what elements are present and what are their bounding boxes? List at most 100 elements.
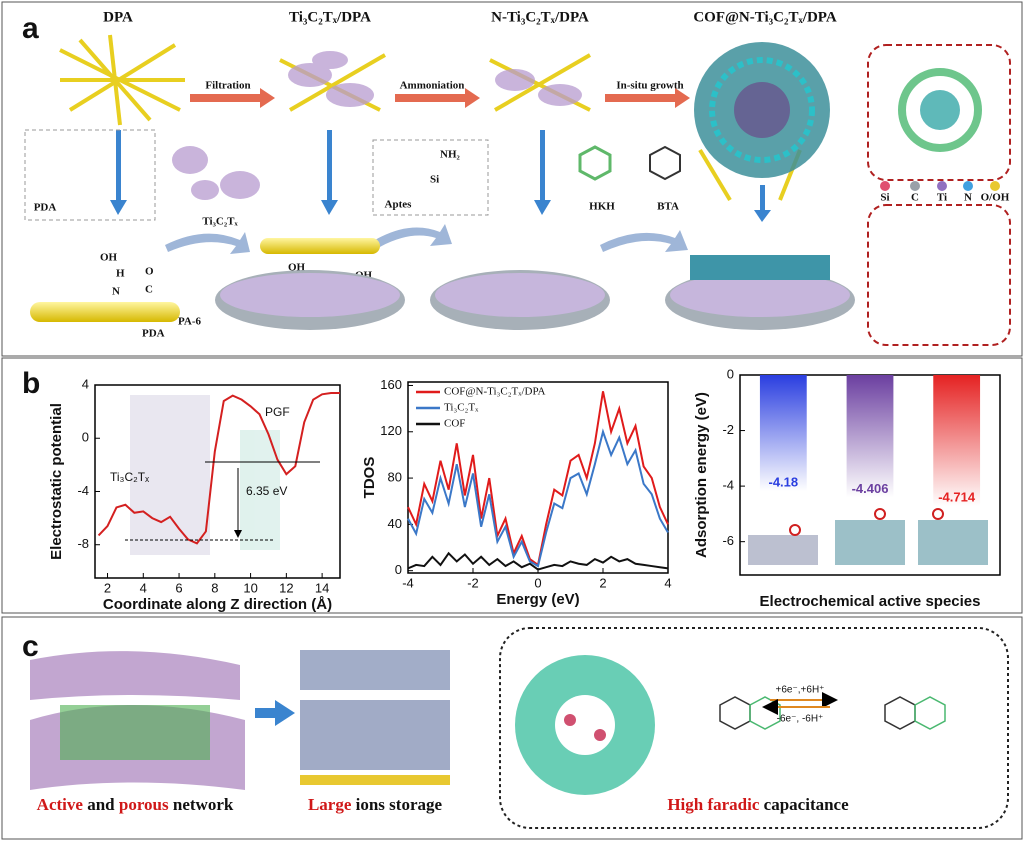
reaction-label: +6e⁻,+6H⁺ bbox=[776, 685, 825, 696]
molecule bbox=[719, 696, 946, 730]
element-legend bbox=[880, 181, 1000, 191]
value-label: -4.406 bbox=[852, 481, 889, 496]
bond-label: O bbox=[145, 266, 154, 278]
stage-title: N-Ti₃C₂Tₓ/DPA bbox=[491, 9, 589, 25]
annotation: Ti₃C₂Tₓ bbox=[110, 470, 149, 484]
caption: Large ions storage bbox=[308, 795, 443, 814]
x-axis-label: Energy (eV) bbox=[496, 591, 579, 608]
inset-box bbox=[24, 129, 156, 221]
y-tick-label: -8 bbox=[77, 536, 89, 551]
legend-label: COF bbox=[444, 418, 465, 430]
element-label: Si bbox=[880, 192, 889, 204]
bond-label: OH bbox=[100, 252, 118, 264]
component-label: Ti₃C₂Tₓ bbox=[202, 216, 238, 228]
element-label: Ti bbox=[937, 192, 947, 204]
series-line bbox=[97, 391, 340, 545]
panel-a: a DPA Ti₃C₂Tₓ/DPA N-Ti₃C₂Tₓ/DPA COF@N-Ti… bbox=[1, 1, 1023, 357]
cof-pore bbox=[515, 655, 655, 795]
y-tick-label: -4 bbox=[722, 478, 734, 493]
y-tick-label: 80 bbox=[388, 470, 402, 485]
arrow bbox=[255, 700, 295, 726]
layered-stack bbox=[300, 650, 450, 785]
down-arrow bbox=[110, 130, 771, 222]
flow-arrow bbox=[165, 224, 688, 254]
stage-title: Ti₃C₂Tₓ/DPA bbox=[289, 9, 371, 25]
cof-structure bbox=[898, 68, 982, 152]
panel-b: b bbox=[1, 357, 1023, 614]
y-tick-label: 0 bbox=[727, 366, 734, 381]
annotation: PGF bbox=[265, 405, 290, 419]
molecule bbox=[578, 145, 681, 181]
y-tick-label: 160 bbox=[380, 377, 402, 392]
bond-label: C bbox=[145, 284, 153, 296]
x-tick-label: 8 bbox=[211, 580, 218, 595]
step-label: Ammoniation bbox=[400, 80, 465, 92]
x-tick-label: 12 bbox=[279, 580, 293, 595]
y-tick-label: -2 bbox=[722, 422, 734, 437]
y-axis-label: Electrostatic potential bbox=[48, 403, 65, 560]
bond-label: PA-6 bbox=[178, 316, 202, 328]
y-axis-label: TDOS bbox=[361, 457, 378, 499]
x-tick-label: 0 bbox=[534, 575, 541, 590]
y-tick-label: -6 bbox=[722, 533, 734, 548]
y-tick-label: 0 bbox=[82, 430, 89, 445]
x-tick-label: 10 bbox=[243, 580, 257, 595]
panel-label: a bbox=[22, 12, 39, 45]
fiber bbox=[30, 302, 180, 322]
bond-label: PDA bbox=[142, 328, 165, 340]
zoom-box bbox=[867, 204, 1011, 346]
stage-title: COF@N-Ti₃C₂Tₓ/DPA bbox=[693, 9, 837, 25]
legend-label: Ti₃C₂Tₓ bbox=[444, 402, 479, 414]
x-tick-label: 4 bbox=[664, 575, 671, 590]
series-line bbox=[407, 551, 669, 571]
zoom-box bbox=[867, 44, 1011, 181]
bar bbox=[846, 375, 894, 498]
y-tick-label: 40 bbox=[388, 516, 402, 531]
x-tick-label: 4 bbox=[140, 580, 147, 595]
caption: Active and porous network bbox=[37, 795, 234, 814]
adsorption-inset bbox=[748, 508, 988, 565]
bond-label: NH₂ bbox=[440, 149, 461, 161]
bond-label: Si bbox=[430, 174, 439, 186]
legend-label: COF@N-Ti₃C₂Tₓ/DPA bbox=[444, 386, 546, 398]
panel-frame bbox=[1, 357, 1023, 614]
panel-label: b bbox=[22, 367, 40, 400]
slab-inset bbox=[130, 395, 280, 555]
component-label: HKH bbox=[589, 201, 615, 213]
x-axis-label: Electrochemical active species bbox=[760, 593, 981, 610]
element-label: O/OH bbox=[981, 192, 1010, 204]
element-label: N bbox=[964, 192, 972, 204]
y-tick-label: 4 bbox=[82, 376, 89, 391]
mxene-flakes bbox=[172, 51, 582, 200]
cof-sphere bbox=[694, 42, 830, 178]
fiber bbox=[260, 238, 380, 254]
x-tick-label: -2 bbox=[467, 575, 479, 590]
y-tick-label: -4 bbox=[77, 483, 89, 498]
value-label: -4.18 bbox=[769, 475, 799, 490]
step-label: Filtration bbox=[205, 80, 250, 92]
x-tick-label: 14 bbox=[315, 580, 329, 595]
panel-label: c bbox=[22, 630, 39, 663]
stage-title: DPA bbox=[103, 9, 133, 25]
component-label: BTA bbox=[657, 201, 679, 213]
plot-frame bbox=[94, 384, 341, 579]
inset-box bbox=[372, 139, 489, 216]
component-label: Aptes bbox=[385, 199, 413, 211]
element-label: C bbox=[911, 192, 919, 204]
x-axis-label: Coordinate along Z direction (Å) bbox=[103, 596, 332, 613]
y-axis-label: Adsorption energy (eV) bbox=[693, 392, 710, 558]
step-label: In-situ growth bbox=[616, 80, 683, 92]
step-arrow bbox=[190, 88, 690, 108]
bond-label: N bbox=[112, 286, 120, 298]
x-tick-label: 2 bbox=[104, 580, 111, 595]
x-tick-label: 2 bbox=[599, 575, 606, 590]
mxene-slab bbox=[215, 255, 855, 330]
caption: High faradic capacitance bbox=[667, 795, 849, 814]
annotation: 6.35 eV bbox=[246, 484, 287, 498]
panel-frame bbox=[1, 1, 1023, 357]
x-tick-label: 6 bbox=[175, 580, 182, 595]
porous-network bbox=[30, 651, 245, 790]
component-label: PDA bbox=[34, 202, 57, 214]
x-tick-label: -4 bbox=[402, 575, 414, 590]
